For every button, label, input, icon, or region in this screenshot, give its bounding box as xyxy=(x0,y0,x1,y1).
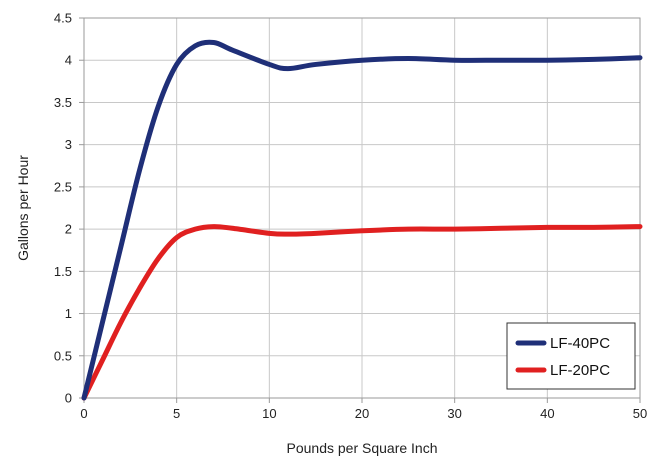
x-axis-ticks: 0 5 10 20 30 40 50 xyxy=(80,398,647,421)
y-tick-label: 2.5 xyxy=(54,179,72,194)
y-tick-label: 0.5 xyxy=(54,348,72,363)
y-tick-label: 0 xyxy=(65,391,72,406)
y-axis-title: Gallons per Hour xyxy=(15,155,31,261)
y-tick-label: 2 xyxy=(65,222,72,237)
x-tick-label: 50 xyxy=(633,406,647,421)
series-line-lf-20pc xyxy=(81,224,643,401)
series-line-lf-40pc xyxy=(81,39,643,401)
y-tick-label: 1.5 xyxy=(54,264,72,279)
x-tick-label: 40 xyxy=(540,406,554,421)
y-tick-label: 1 xyxy=(65,306,72,321)
series-lines xyxy=(81,39,643,401)
x-tick-label: 0 xyxy=(80,406,87,421)
x-tick-label: 30 xyxy=(447,406,461,421)
legend-box xyxy=(506,322,636,390)
y-tick-label: 3.5 xyxy=(54,95,72,110)
x-tick-label: 20 xyxy=(355,406,369,421)
y-tick-label: 4.5 xyxy=(54,11,72,26)
legend-label-lf-20pc: LF-20PC xyxy=(550,362,610,379)
x-tick-label: 5 xyxy=(173,406,180,421)
y-axis-ticks: 0 0.5 1 1.5 2 2.5 3 3.5 4 4.5 xyxy=(54,11,84,406)
legend: LF-40PC LF-20PC xyxy=(506,322,636,390)
x-axis-title: Pounds per Square Inch xyxy=(287,440,438,456)
legend-label-lf-40pc: LF-40PC xyxy=(550,335,610,352)
y-tick-label: 4 xyxy=(65,53,72,68)
y-tick-label: 3 xyxy=(65,137,72,152)
x-tick-label: 10 xyxy=(262,406,276,421)
